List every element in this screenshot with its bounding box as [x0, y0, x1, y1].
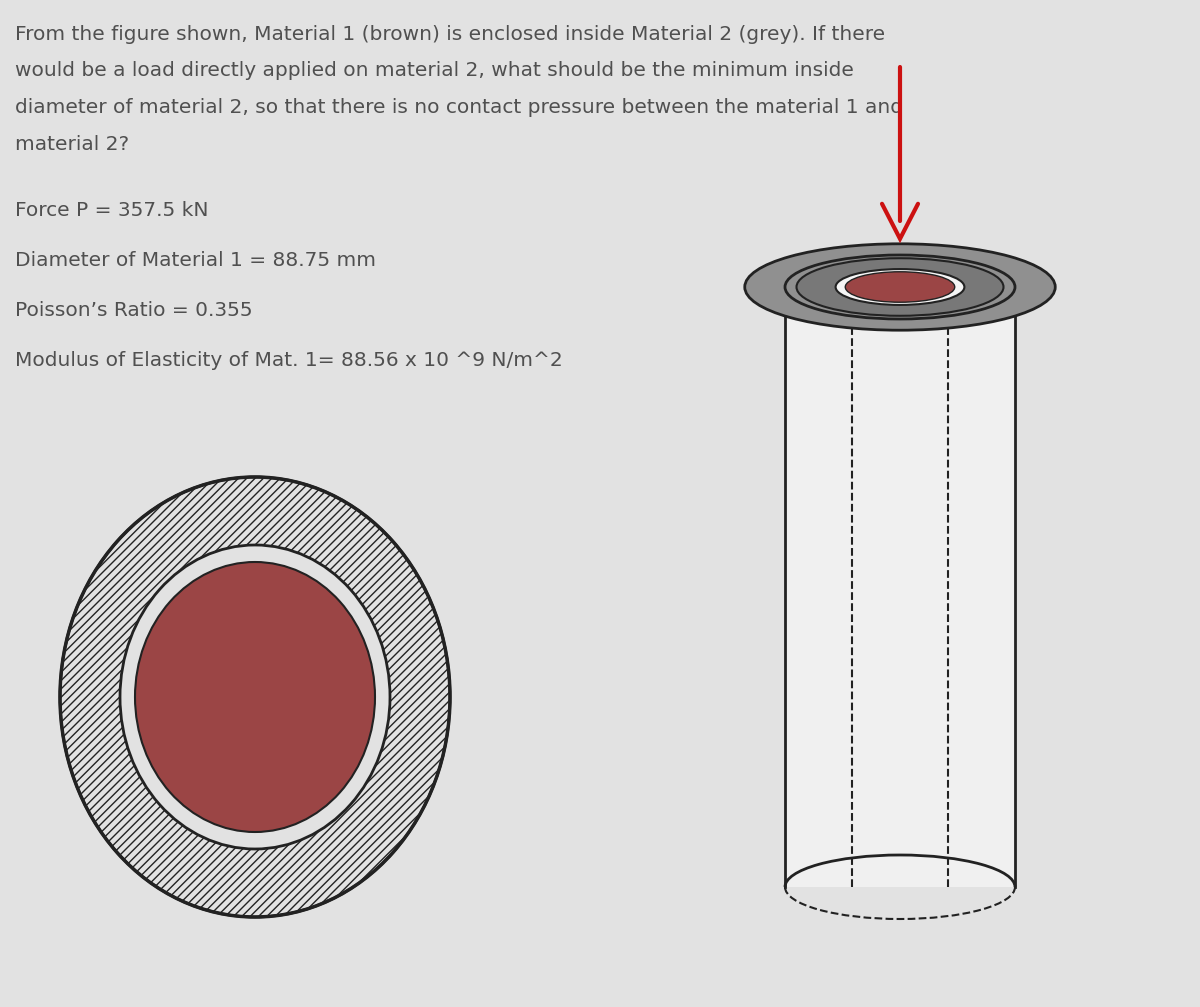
Ellipse shape [845, 272, 955, 302]
Text: diameter of material 2, so that there is no contact pressure between the materia: diameter of material 2, so that there is… [14, 98, 904, 117]
Ellipse shape [797, 258, 1003, 316]
Ellipse shape [60, 477, 450, 917]
Text: would be a load directly applied on material 2, what should be the minimum insid: would be a load directly applied on mate… [14, 61, 854, 81]
Polygon shape [785, 287, 1015, 887]
Text: Poisson’s Ratio = 0.355: Poisson’s Ratio = 0.355 [14, 301, 253, 320]
Text: Modulus of Elasticity of Mat. 1= 88.56 x 10 ^9 N/m^2: Modulus of Elasticity of Mat. 1= 88.56 x… [14, 351, 563, 370]
Text: From the figure shown, Material 1 (brown) is enclosed inside Material 2 (grey). : From the figure shown, Material 1 (brown… [14, 25, 886, 44]
Ellipse shape [745, 244, 1055, 330]
Ellipse shape [120, 545, 390, 849]
Ellipse shape [134, 562, 374, 832]
Ellipse shape [835, 269, 965, 305]
Text: Diameter of Material 1 = 88.75 mm: Diameter of Material 1 = 88.75 mm [14, 251, 376, 270]
Text: material 2?: material 2? [14, 135, 130, 153]
Text: Force P = 357.5 kN: Force P = 357.5 kN [14, 201, 209, 220]
Ellipse shape [60, 477, 450, 917]
